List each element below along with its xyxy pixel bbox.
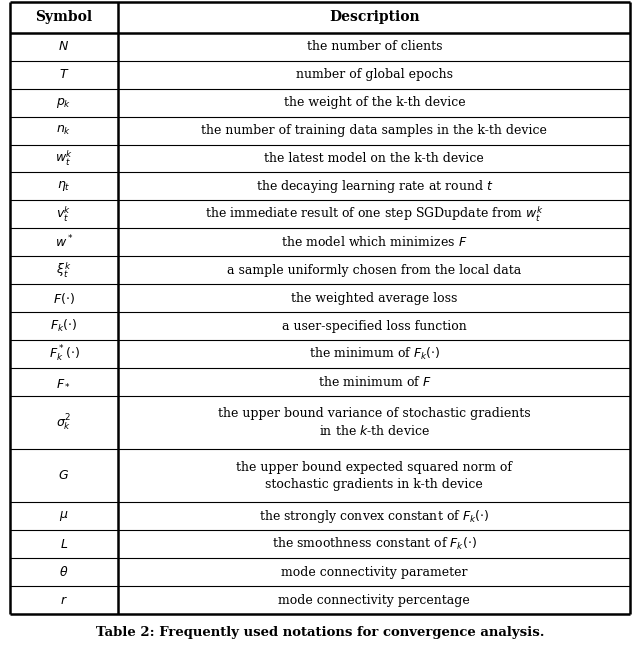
Text: a user-specified loss function: a user-specified loss function bbox=[282, 320, 467, 333]
Bar bbox=[10, 2, 630, 32]
Text: $F_*$: $F_*$ bbox=[56, 376, 72, 389]
Text: the model which minimizes $F$: the model which minimizes $F$ bbox=[281, 235, 468, 250]
Text: $\xi_t^k$: $\xi_t^k$ bbox=[56, 261, 72, 280]
Text: the decaying learning rate at round $t$: the decaying learning rate at round $t$ bbox=[255, 178, 493, 195]
Text: the latest model on the k-th device: the latest model on the k-th device bbox=[264, 152, 484, 165]
Text: $\eta_t$: $\eta_t$ bbox=[57, 179, 71, 194]
Text: the strongly convex constant of $F_k(\cdot)$: the strongly convex constant of $F_k(\cd… bbox=[259, 508, 490, 525]
Text: Table 2: Frequently used notations for convergence analysis.: Table 2: Frequently used notations for c… bbox=[96, 625, 544, 638]
Text: the immediate result of one step SGDupdate from $w_t^k$: the immediate result of one step SGDupda… bbox=[205, 205, 543, 224]
Text: the weight of the k-th device: the weight of the k-th device bbox=[284, 96, 465, 109]
Text: the number of clients: the number of clients bbox=[307, 40, 442, 53]
Text: the minimum of $F_k(\cdot)$: the minimum of $F_k(\cdot)$ bbox=[308, 346, 440, 362]
Text: mode connectivity parameter: mode connectivity parameter bbox=[281, 566, 468, 578]
Text: the upper bound expected squared norm of
stochastic gradients in k-th device: the upper bound expected squared norm of… bbox=[236, 461, 513, 491]
Text: $w_t^k$: $w_t^k$ bbox=[55, 149, 73, 168]
Text: the minimum of $F$: the minimum of $F$ bbox=[317, 375, 431, 389]
Text: $w^*$: $w^*$ bbox=[54, 234, 73, 251]
Text: $F_k^*(\cdot)$: $F_k^*(\cdot)$ bbox=[49, 344, 79, 365]
Text: $G$: $G$ bbox=[58, 469, 70, 482]
Text: $\sigma_k^2$: $\sigma_k^2$ bbox=[56, 413, 72, 433]
Text: $N$: $N$ bbox=[58, 40, 69, 53]
Text: mode connectivity percentage: mode connectivity percentage bbox=[278, 593, 470, 606]
Text: Description: Description bbox=[329, 10, 420, 24]
Text: $r$: $r$ bbox=[60, 593, 68, 606]
Text: number of global epochs: number of global epochs bbox=[296, 68, 453, 81]
Text: $F_k(\cdot)$: $F_k(\cdot)$ bbox=[51, 318, 77, 334]
Text: $\theta$: $\theta$ bbox=[60, 566, 68, 579]
Text: $L$: $L$ bbox=[60, 538, 68, 551]
Text: $T$: $T$ bbox=[59, 68, 69, 81]
Text: $p_k$: $p_k$ bbox=[56, 96, 72, 110]
Text: $F(\cdot)$: $F(\cdot)$ bbox=[53, 291, 75, 306]
Text: $\mu$: $\mu$ bbox=[59, 510, 68, 523]
Text: the smoothness constant of $F_k(\cdot)$: the smoothness constant of $F_k(\cdot)$ bbox=[272, 536, 477, 552]
Text: Symbol: Symbol bbox=[35, 10, 93, 24]
Text: the upper bound variance of stochastic gradients
in the $k$-th device: the upper bound variance of stochastic g… bbox=[218, 407, 531, 439]
Text: the weighted average loss: the weighted average loss bbox=[291, 292, 458, 305]
Text: $n_k$: $n_k$ bbox=[56, 124, 72, 137]
Text: a sample uniformly chosen from the local data: a sample uniformly chosen from the local… bbox=[227, 264, 522, 277]
Text: the number of training data samples in the k-th device: the number of training data samples in t… bbox=[202, 124, 547, 137]
Text: $v_t^k$: $v_t^k$ bbox=[56, 205, 72, 224]
